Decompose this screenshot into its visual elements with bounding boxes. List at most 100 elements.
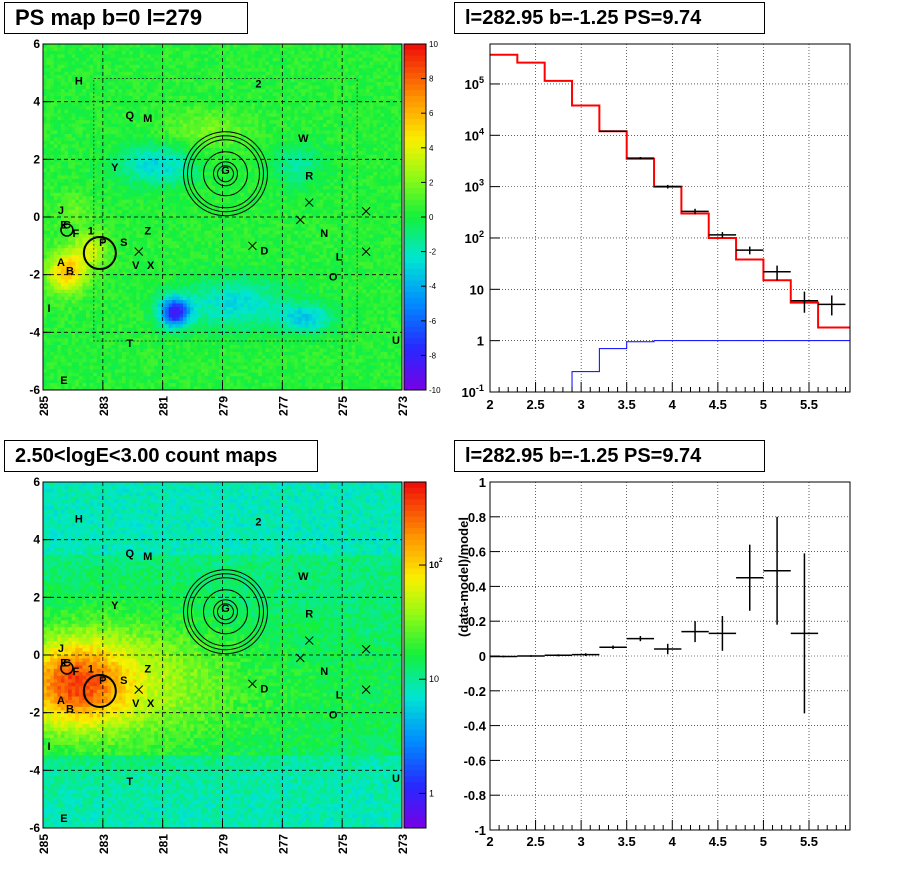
heatmap-cell xyxy=(208,234,213,239)
heatmap-cell xyxy=(100,223,105,228)
heatmap-cell xyxy=(114,185,119,190)
heatmap-cell xyxy=(200,365,205,370)
heatmap-cell xyxy=(161,172,166,176)
heatmap-cell xyxy=(86,348,91,353)
heatmap-cell xyxy=(53,241,58,246)
heatmap-cell xyxy=(157,130,162,135)
heatmap-cell xyxy=(132,282,137,287)
heatmap-cell xyxy=(114,369,119,374)
heatmap-cell xyxy=(75,151,80,156)
heatmap-cell xyxy=(161,47,166,52)
heatmap-cell xyxy=(82,199,87,204)
heatmap-cell xyxy=(43,369,47,374)
heatmap-cell xyxy=(175,248,180,252)
heatmap-cell xyxy=(193,61,198,66)
heatmap-cell xyxy=(46,348,51,353)
heatmap-cell xyxy=(150,137,155,142)
heatmap-cell xyxy=(208,358,213,363)
heatmap-cell xyxy=(46,127,51,131)
heatmap-cell xyxy=(64,133,69,138)
heatmap-cell xyxy=(46,75,51,79)
heatmap-cell xyxy=(68,64,73,69)
heatmap-cell xyxy=(157,338,162,342)
heatmap-cell xyxy=(46,293,51,297)
heatmap-cell xyxy=(179,265,184,270)
heatmap-cell xyxy=(53,133,58,138)
heatmap-cell xyxy=(200,244,205,249)
heatmap-cell xyxy=(136,358,141,363)
heatmap-cell xyxy=(132,196,137,201)
heatmap-cell xyxy=(71,313,76,318)
heatmap-cell xyxy=(104,144,109,149)
heatmap-cell xyxy=(218,345,223,349)
heatmap-cell xyxy=(183,300,187,304)
heatmap-cell xyxy=(100,54,105,59)
heatmap-cell xyxy=(190,102,195,107)
heatmap-cell xyxy=(43,261,47,266)
heatmap-cell xyxy=(64,57,69,62)
heatmap-cell xyxy=(96,185,101,190)
heatmap-cell xyxy=(157,50,162,55)
heatmap-cell xyxy=(96,324,101,329)
heatmap-cell xyxy=(125,369,130,374)
heatmap-cell xyxy=(139,175,144,180)
heatmap-cell xyxy=(43,47,47,52)
heatmap-cell xyxy=(78,379,83,384)
heatmap-cell xyxy=(215,61,220,66)
heatmap-cell xyxy=(204,296,209,301)
heatmap-cell xyxy=(168,383,173,387)
heatmap-cell xyxy=(104,151,109,156)
heatmap-cell xyxy=(104,113,109,118)
heatmap-cell xyxy=(114,372,119,377)
heatmap-cell xyxy=(78,258,83,263)
heatmap-cell xyxy=(107,230,112,235)
heatmap-cell xyxy=(118,227,123,232)
heatmap-cell xyxy=(186,82,191,86)
heatmap-cell xyxy=(86,217,91,221)
heatmap-cell xyxy=(125,341,130,346)
heatmap-cell xyxy=(150,338,155,342)
heatmap-cell xyxy=(43,88,47,93)
heatmap-cell xyxy=(200,88,205,93)
heatmap-cell xyxy=(204,175,209,180)
heatmap-cell xyxy=(53,44,58,48)
heatmap-cell xyxy=(165,237,170,242)
heatmap-cell xyxy=(64,147,69,152)
heatmap-cell xyxy=(143,213,148,218)
heatmap-cell xyxy=(118,265,123,270)
heatmap-cell xyxy=(96,338,101,342)
heatmap-cell xyxy=(190,54,195,59)
heatmap-cell xyxy=(154,154,159,159)
heatmap-cell xyxy=(114,296,119,301)
heatmap-cell xyxy=(200,144,205,149)
heatmap-cell xyxy=(60,369,65,374)
heatmap-cell xyxy=(60,306,65,311)
heatmap-cell xyxy=(107,383,112,387)
heatmap-cell xyxy=(218,175,223,180)
heatmap-cell xyxy=(208,289,213,294)
heatmap-cell xyxy=(107,223,112,228)
heatmap-cell xyxy=(183,334,187,339)
heatmap-cell xyxy=(175,251,180,256)
heatmap-cell xyxy=(172,268,177,273)
heatmap-cell xyxy=(100,109,105,114)
heatmap-cell xyxy=(118,113,123,118)
heatmap-cell xyxy=(50,296,55,301)
heatmap-cell xyxy=(43,192,47,197)
heatmap-cell xyxy=(172,306,177,311)
heatmap-cell xyxy=(118,376,123,381)
heatmap-cell xyxy=(175,116,180,121)
heatmap-cell xyxy=(132,351,137,356)
heatmap-cell xyxy=(208,386,213,391)
heatmap-cell xyxy=(43,362,47,367)
heatmap-cell xyxy=(200,230,205,235)
heatmap-cell xyxy=(50,172,55,176)
heatmap-cell xyxy=(172,75,177,79)
heatmap-cell xyxy=(121,168,126,173)
heatmap-cell xyxy=(200,44,205,48)
heatmap-cell xyxy=(78,78,83,83)
heatmap-cell xyxy=(150,154,155,159)
heatmap-cell xyxy=(111,351,116,356)
heatmap-cell xyxy=(129,206,134,211)
heatmap-cell xyxy=(96,44,101,48)
